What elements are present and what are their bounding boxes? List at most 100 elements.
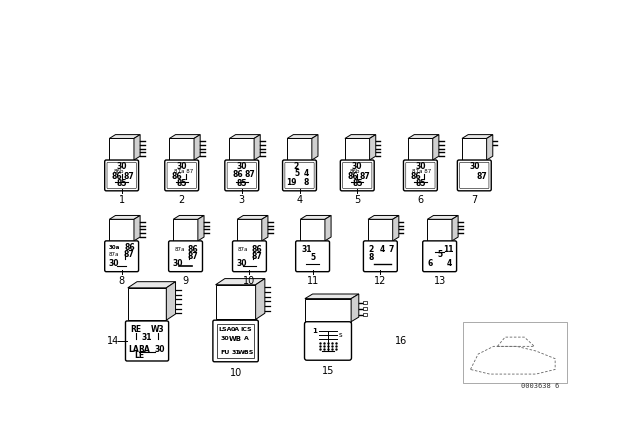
- Text: 30: 30: [237, 163, 247, 172]
- Bar: [230, 138, 254, 160]
- Text: 12: 12: [374, 276, 387, 286]
- Polygon shape: [393, 215, 399, 241]
- Bar: [170, 138, 194, 160]
- Text: 0A: 0A: [231, 327, 240, 332]
- Text: 86: 86: [348, 172, 358, 181]
- FancyBboxPatch shape: [296, 241, 330, 271]
- Text: A: A: [244, 336, 249, 341]
- Text: 87: 87: [252, 252, 262, 261]
- Text: 15: 15: [322, 366, 334, 375]
- Text: 2: 2: [179, 195, 185, 206]
- Text: 31: 31: [301, 245, 312, 254]
- Polygon shape: [230, 134, 260, 138]
- FancyBboxPatch shape: [422, 241, 456, 271]
- Polygon shape: [198, 215, 204, 241]
- Polygon shape: [462, 134, 493, 138]
- FancyBboxPatch shape: [213, 320, 259, 362]
- Bar: [428, 220, 452, 241]
- Bar: [173, 220, 198, 241]
- Text: 31: 31: [231, 350, 240, 355]
- FancyBboxPatch shape: [225, 160, 259, 191]
- Text: W3: W3: [151, 325, 164, 334]
- Text: 30: 30: [237, 258, 247, 268]
- Text: 16: 16: [395, 336, 407, 346]
- Polygon shape: [408, 134, 439, 138]
- Bar: [300, 220, 325, 241]
- Polygon shape: [173, 215, 204, 220]
- Text: LE: LE: [134, 351, 145, 360]
- Text: 87a: 87a: [238, 247, 248, 252]
- Text: 5: 5: [354, 195, 360, 206]
- Polygon shape: [452, 215, 458, 241]
- Polygon shape: [433, 134, 439, 160]
- Text: s: s: [339, 332, 342, 338]
- FancyBboxPatch shape: [458, 160, 492, 191]
- Text: WB: WB: [229, 336, 242, 342]
- FancyBboxPatch shape: [364, 241, 397, 271]
- Text: 86: 86: [124, 243, 134, 252]
- Text: LA: LA: [128, 345, 139, 354]
- Polygon shape: [300, 215, 331, 220]
- Text: 30: 30: [109, 258, 119, 268]
- Text: 86: 86: [188, 245, 198, 254]
- Text: 86: 86: [410, 172, 421, 181]
- FancyBboxPatch shape: [232, 241, 266, 271]
- Text: 6: 6: [417, 195, 424, 206]
- Text: 4: 4: [304, 169, 309, 178]
- Bar: [462, 138, 486, 160]
- Text: 30: 30: [177, 163, 187, 172]
- Text: 30: 30: [116, 163, 127, 172]
- Polygon shape: [254, 134, 260, 160]
- Text: 5: 5: [310, 253, 315, 262]
- Text: 31: 31: [142, 333, 152, 342]
- Polygon shape: [369, 134, 376, 160]
- Bar: [109, 138, 134, 160]
- Polygon shape: [194, 134, 200, 160]
- Polygon shape: [305, 294, 359, 299]
- Text: 86b: 86b: [349, 169, 360, 174]
- Text: 85: 85: [352, 179, 362, 189]
- FancyBboxPatch shape: [105, 160, 139, 191]
- Text: 19: 19: [286, 178, 296, 187]
- Text: 86: 86: [252, 245, 262, 254]
- Text: RE: RE: [131, 325, 142, 334]
- Text: 30: 30: [154, 345, 164, 354]
- FancyBboxPatch shape: [403, 160, 437, 191]
- Text: 30: 30: [469, 163, 479, 172]
- Text: 87a 87: 87a 87: [412, 169, 431, 174]
- Text: 6: 6: [428, 258, 433, 268]
- Bar: [363, 301, 367, 304]
- Bar: [237, 220, 262, 241]
- Text: 87: 87: [244, 170, 255, 179]
- Text: 10: 10: [230, 368, 242, 378]
- Text: 87: 87: [124, 250, 134, 259]
- Polygon shape: [255, 279, 265, 319]
- Text: 85: 85: [415, 179, 426, 189]
- Polygon shape: [216, 279, 265, 285]
- Text: 30: 30: [221, 336, 229, 341]
- Text: 8: 8: [304, 178, 309, 187]
- Text: 87: 87: [477, 172, 488, 181]
- Text: 11: 11: [307, 276, 319, 286]
- Text: 8: 8: [369, 253, 374, 262]
- Text: 30: 30: [173, 258, 183, 268]
- Bar: [128, 288, 166, 320]
- Polygon shape: [134, 134, 140, 160]
- Bar: [216, 285, 255, 319]
- Polygon shape: [128, 282, 175, 288]
- Polygon shape: [237, 215, 268, 220]
- Text: 30: 30: [415, 163, 426, 172]
- Polygon shape: [109, 134, 140, 138]
- Text: 5: 5: [294, 169, 300, 178]
- Text: 86b: 86b: [114, 169, 125, 174]
- Bar: [368, 220, 393, 241]
- Bar: [109, 220, 134, 241]
- Text: 7: 7: [388, 245, 394, 254]
- Text: 4: 4: [380, 245, 385, 254]
- FancyBboxPatch shape: [125, 321, 168, 361]
- Text: 85: 85: [177, 179, 187, 189]
- Text: FU: FU: [220, 350, 230, 355]
- Text: 85: 85: [237, 179, 247, 189]
- Text: 10: 10: [243, 276, 255, 286]
- Text: 87: 87: [188, 252, 198, 261]
